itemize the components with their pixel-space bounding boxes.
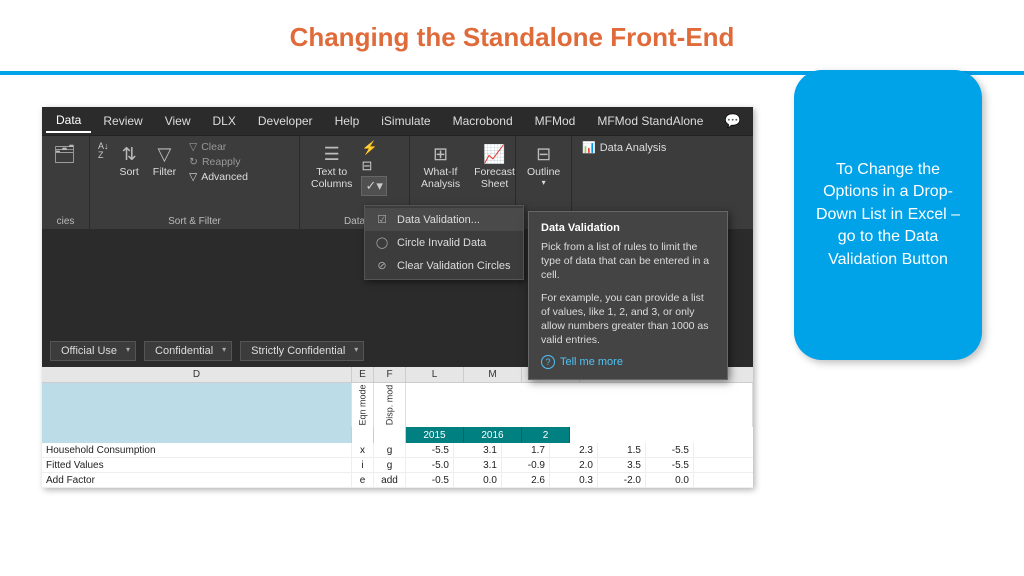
comments-icon[interactable]: 💬 (717, 109, 749, 133)
menu-clear-circles[interactable]: ⊘Clear Validation Circles (365, 254, 523, 277)
disp-cell[interactable]: add (374, 473, 406, 487)
tab-isimulate[interactable]: iSimulate (371, 110, 440, 132)
group-label-trunc: cies (48, 214, 83, 227)
value-cell[interactable]: -5.0 (406, 458, 454, 472)
tab-review[interactable]: Review (93, 110, 152, 132)
row-label[interactable]: Household Consumption (42, 443, 352, 457)
tab-dlx[interactable]: DLX (203, 110, 246, 132)
value-cell[interactable]: 1.7 (502, 443, 550, 457)
value-cell[interactable]: -5.5 (646, 443, 694, 457)
tab-view[interactable]: View (155, 110, 201, 132)
whatif-button[interactable]: ⊞What-If Analysis (416, 140, 465, 192)
slide-title: Changing the Standalone Front-End (0, 0, 1024, 71)
year-2015: 2015 (406, 427, 464, 443)
circle-icon: ◯ (375, 236, 389, 249)
strictly-confidential-dropdown[interactable]: Strictly Confidential (240, 341, 364, 361)
blank-cell (42, 383, 352, 427)
tab-developer[interactable]: Developer (248, 110, 323, 132)
official-use-dropdown[interactable]: Official Use (50, 341, 136, 361)
flash-fill-icon[interactable]: ⚡ (361, 140, 386, 156)
table-row: Fitted Valuesig-5.03.1-0.92.03.5-5.5 (42, 458, 753, 473)
spreadsheet-grid: D E F L M N Eqn mode Disp. mod 2015 2016… (42, 367, 753, 488)
forecast-button[interactable]: 📈Forecast Sheet (469, 140, 520, 192)
row-label[interactable]: Fitted Values (42, 458, 352, 472)
table-row: Household Consumptionxg-5.53.11.72.31.5-… (42, 443, 753, 458)
value-cell[interactable]: 0.0 (646, 473, 694, 487)
clear-button[interactable]: ▽ Clear (185, 140, 252, 154)
table-row: Add Factoreadd-0.50.02.60.3-2.00.0 (42, 473, 753, 488)
tab-help[interactable]: Help (325, 110, 370, 132)
sort-filter-label: Sort & Filter (96, 214, 293, 227)
col-header-d[interactable]: D (42, 367, 352, 382)
tab-mfmod[interactable]: MFMod (525, 110, 586, 132)
instruction-callout: To Change the Options in a Drop-Down Lis… (794, 70, 982, 360)
disp-cell[interactable]: g (374, 443, 406, 457)
data-analysis-button[interactable]: 📊 Data Analysis (578, 140, 670, 155)
tooltip-title: Data Validation (541, 222, 715, 234)
tooltip-text-2: For example, you can provide a list of v… (541, 291, 715, 348)
year-2016: 2016 (464, 427, 522, 443)
eqn-cell[interactable]: e (352, 473, 374, 487)
value-cell[interactable]: 3.1 (454, 458, 502, 472)
remove-dup-icon[interactable]: ⊟ (361, 158, 386, 174)
tab-data[interactable]: Data (46, 109, 91, 133)
eqn-mode-header: Eqn mode (352, 383, 374, 427)
data-validation-tooltip: Data Validation Pick from a list of rule… (528, 211, 728, 380)
reapply-button[interactable]: ↻ Reapply (185, 155, 252, 169)
disp-cell[interactable]: g (374, 458, 406, 472)
ribbon-tabs: Data Review View DLX Developer Help iSim… (42, 107, 753, 135)
outline-button[interactable]: ⊟Outline▾ (522, 140, 565, 189)
value-cell[interactable]: 2.3 (550, 443, 598, 457)
value-cell[interactable]: 3.1 (454, 443, 502, 457)
sort-button[interactable]: ⇅Sort (115, 140, 144, 180)
check-icon: ☑ (375, 213, 389, 226)
data-validation-icon[interactable]: ✓▾ (361, 176, 386, 196)
row-label[interactable]: Add Factor (42, 473, 352, 487)
disp-mode-header: Disp. mod (374, 383, 406, 427)
clear-circle-icon: ⊘ (375, 259, 389, 272)
currencies-button[interactable]: 🗂 (48, 140, 81, 168)
eqn-cell[interactable]: x (352, 443, 374, 457)
col-header-e[interactable]: E (352, 367, 374, 382)
menu-data-validation[interactable]: ☑Data Validation... (365, 208, 523, 231)
confidential-dropdown[interactable]: Confidential (144, 341, 232, 361)
sort-az-icon[interactable]: A↓Z (96, 140, 111, 162)
value-cell[interactable]: -0.5 (406, 473, 454, 487)
value-cell[interactable]: -0.9 (502, 458, 550, 472)
col-header-l[interactable]: L (406, 367, 464, 382)
value-cell[interactable]: -5.5 (646, 458, 694, 472)
advanced-button[interactable]: ▽ Advanced (185, 170, 252, 184)
year-trunc: 2 (522, 427, 570, 443)
eqn-cell[interactable]: i (352, 458, 374, 472)
text-to-columns-button[interactable]: ☰Text to Columns (306, 140, 357, 192)
value-cell[interactable]: -2.0 (598, 473, 646, 487)
value-cell[interactable]: -5.5 (406, 443, 454, 457)
value-cell[interactable]: 3.5 (598, 458, 646, 472)
data-validation-menu: ☑Data Validation... ◯Circle Invalid Data… (364, 205, 524, 280)
value-cell[interactable]: 1.5 (598, 443, 646, 457)
value-cell[interactable]: 0.0 (454, 473, 502, 487)
tell-me-more-link[interactable]: Tell me more (541, 355, 715, 369)
menu-circle-invalid[interactable]: ◯Circle Invalid Data (365, 231, 523, 254)
filter-button[interactable]: ▽Filter (148, 140, 181, 180)
value-cell[interactable]: 0.3 (550, 473, 598, 487)
col-header-m[interactable]: M (464, 367, 522, 382)
tab-macrobond[interactable]: Macrobond (443, 110, 523, 132)
value-cell[interactable]: 2.6 (502, 473, 550, 487)
tooltip-text-1: Pick from a list of rules to limit the t… (541, 240, 715, 283)
tab-mfmod-standalone[interactable]: MFMod StandAlone (587, 110, 713, 132)
value-cell[interactable]: 2.0 (550, 458, 598, 472)
col-header-f[interactable]: F (374, 367, 406, 382)
